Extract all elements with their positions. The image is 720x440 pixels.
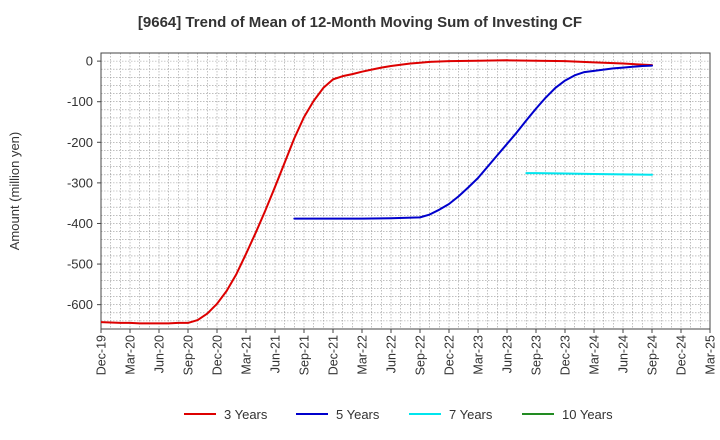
x-tick-label: Sep-21: [298, 335, 312, 375]
x-tick-label: Mar-20: [124, 335, 138, 375]
x-tick-label: Dec-23: [559, 335, 573, 375]
x-tick-label: Dec-24: [675, 335, 689, 375]
x-tick-label: Sep-20: [182, 335, 196, 375]
y-tick-label: -600: [67, 297, 93, 312]
y-tick-label: -300: [67, 175, 93, 190]
x-tick-label: Mar-23: [472, 335, 486, 375]
chart-title: [9664] Trend of Mean of 12-Month Moving …: [137, 14, 583, 31]
x-tick-label: Mar-22: [356, 335, 370, 375]
legend-label-7-years: 7 Years: [449, 407, 493, 422]
y-tick-label: 0: [86, 54, 93, 69]
series-line-7-years: [525, 172, 653, 176]
x-tick-label: Jun-23: [501, 335, 515, 373]
plot-border: [100, 52, 711, 330]
legend-label-3-years: 3 Years: [224, 407, 268, 422]
x-tick-label: Jun-22: [385, 335, 399, 373]
series-line-3-years: [101, 59, 653, 325]
x-tick-label: Dec-22: [443, 335, 457, 375]
x-tick-label: Sep-22: [414, 335, 428, 375]
x-tick-label: Sep-23: [530, 335, 544, 375]
x-tick-label: Sep-24: [646, 335, 660, 375]
x-tick-label: Mar-24: [588, 335, 602, 375]
y-axis-label: Amount (million yen): [7, 132, 22, 251]
x-tick-label: Jun-20: [153, 335, 167, 373]
series-line-5-years: [293, 64, 653, 220]
y-tick-label: -500: [67, 257, 93, 272]
x-tick-label: Jun-21: [269, 335, 283, 373]
x-tick-label: Dec-19: [95, 335, 109, 375]
x-tick-label: Dec-21: [327, 335, 341, 375]
y-tick-label: -200: [67, 135, 93, 150]
x-tick-label: Mar-25: [704, 335, 718, 375]
y-tick-label: -100: [67, 94, 93, 109]
legend-label-10-years: 10 Years: [562, 407, 613, 422]
x-tick-label: Dec-20: [211, 335, 225, 375]
y-tick-label: -400: [67, 216, 93, 231]
legend-label-5-years: 5 Years: [336, 407, 380, 422]
x-tick-label: Mar-21: [240, 335, 254, 375]
x-tick-label: Jun-24: [617, 335, 631, 373]
